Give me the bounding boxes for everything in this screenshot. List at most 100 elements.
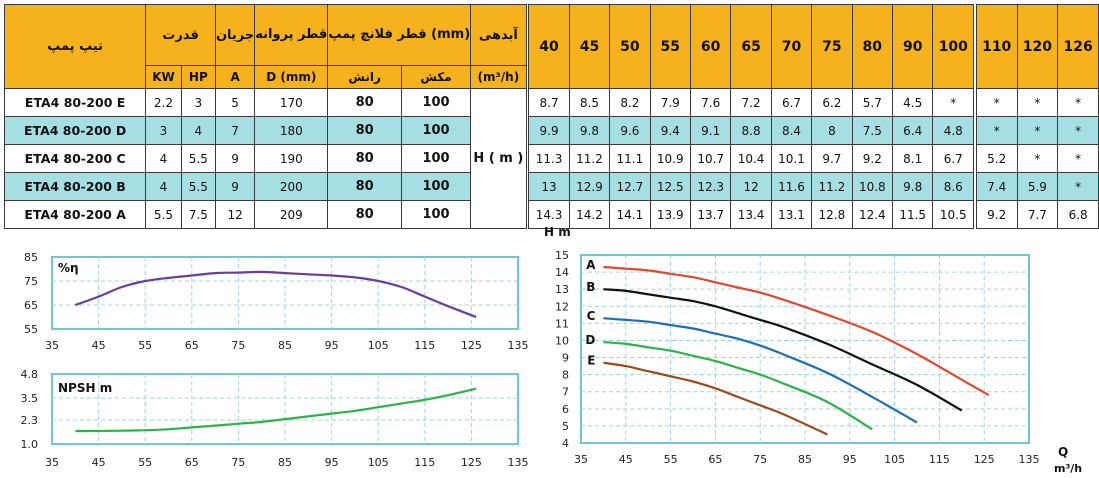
x-tick-label: 35 — [45, 339, 59, 352]
discharge-cell: 80 — [327, 116, 402, 145]
x-tick-label: 55 — [664, 453, 678, 466]
subheader-a: A — [214, 65, 256, 89]
model-cell: ETA4 80-200 A — [3, 200, 147, 229]
x-tick-label: 115 — [414, 339, 435, 352]
y-tick-label: 85 — [24, 251, 38, 264]
discharge-cell: 80 — [327, 172, 402, 201]
subheader-hp: HP — [180, 65, 216, 89]
y-tick-label: 55 — [24, 323, 38, 336]
current-cell: 9 — [214, 172, 256, 201]
flow-header: 50 — [609, 4, 651, 89]
head-value: 9.8 — [568, 116, 611, 145]
flow-header: 60 — [689, 4, 732, 89]
x-tick-label: 115 — [929, 453, 950, 466]
y-tick-label: 1.0 — [21, 438, 39, 451]
head-value: 6.8 — [1057, 200, 1099, 229]
kw-cell: 5.5 — [145, 200, 182, 229]
head-value: 9.1 — [689, 116, 732, 145]
head-value: 13.7 — [689, 200, 732, 229]
head-value: 10.7 — [689, 144, 732, 173]
suction-cell: 100 — [400, 88, 472, 117]
head-value: * — [1016, 144, 1059, 173]
header-impeller: قطر پروانه — [254, 4, 329, 66]
y-tick-label: 2.3 — [21, 414, 39, 427]
x-tick-label: 45 — [92, 456, 106, 469]
chart-title: NPSH m — [58, 381, 112, 395]
head-value: * — [932, 88, 975, 117]
head-value: 8.8 — [730, 116, 772, 145]
head-value: 12.4 — [851, 200, 894, 229]
head-value: * — [975, 116, 1018, 145]
table-body: ETA4 80-200 E 2.2 3 5 170 80 100 H ( m ) 8.7 8.5 8… — [3, 88, 1099, 229]
head-value: 4.8 — [932, 116, 975, 145]
head-value: 8.2 — [609, 88, 651, 117]
subheader-flow-unit: (m³/h) — [470, 65, 527, 89]
head-value: 6.7 — [770, 88, 813, 117]
y-tick-label: 8 — [562, 369, 569, 382]
y-tick-label: 13 — [555, 283, 569, 296]
head-value: 13.9 — [649, 200, 691, 229]
head-value: 8.6 — [932, 172, 975, 201]
head-value: 11.6 — [770, 172, 813, 201]
head-value: 11.1 — [609, 144, 651, 173]
head-value: * — [975, 88, 1018, 117]
table-row: ETA4 80-200 A 5.5 7.5 12 209 80 100 14.3 14.2 14.… — [3, 200, 1099, 229]
x-tick-label: 45 — [619, 453, 633, 466]
head-value: 9.8 — [891, 172, 934, 201]
head-value: 13 — [528, 172, 570, 201]
x-axis-unit: m³/h — [1054, 462, 1082, 475]
flow-header: 40 — [528, 4, 570, 89]
head-value: 8.1 — [891, 144, 934, 173]
impeller-cell: 180 — [254, 116, 329, 145]
x-tick-label: 55 — [138, 339, 152, 352]
current-cell: 12 — [214, 200, 256, 229]
table-row: ETA4 80-200 D 3 4 7 180 80 100 9.9 9.8 9.6 9.4 9.1 8… — [3, 116, 1099, 145]
x-tick-label: 85 — [278, 456, 292, 469]
head-value: 9.9 — [528, 116, 570, 145]
header-model: تیپ پمپ — [3, 4, 147, 89]
kw-cell: 3 — [145, 116, 182, 145]
current-cell: 7 — [214, 116, 256, 145]
y-tick-label: 14 — [555, 266, 569, 279]
head-value: 12.7 — [609, 172, 651, 201]
discharge-cell: 80 — [327, 88, 402, 117]
head-value: 9.6 — [609, 116, 651, 145]
head-value: * — [1016, 116, 1059, 145]
x-tick-label: 65 — [185, 456, 199, 469]
y-tick-label: 4.8 — [21, 368, 39, 381]
x-axis-label-q: Q — [1058, 445, 1068, 459]
y-tick-label: 6 — [562, 403, 569, 416]
hp-cell: 7.5 — [180, 200, 216, 229]
x-tick-label: 135 — [508, 456, 529, 469]
head-value: 12.5 — [649, 172, 691, 201]
x-tick-label: 45 — [92, 339, 106, 352]
suction-cell: 100 — [400, 172, 472, 201]
x-tick-label: 135 — [1019, 453, 1040, 466]
series-line — [603, 361, 828, 436]
series-label: A — [586, 258, 596, 272]
head-value: 7.2 — [730, 88, 772, 117]
x-tick-label: 95 — [325, 339, 339, 352]
head-value: 13.1 — [770, 200, 813, 229]
head-label: H ( m ) — [470, 88, 527, 229]
impeller-cell: 209 — [254, 200, 329, 229]
table-row: ETA4 80-200 E 2.2 3 5 170 80 100 H ( m ) 8.7 8.5 8… — [3, 88, 1099, 229]
flow-header: 70 — [770, 4, 813, 89]
series-line — [603, 265, 990, 397]
discharge-cell: 80 — [327, 200, 402, 229]
x-tick-label: 35 — [45, 456, 59, 469]
head-value: 7.9 — [649, 88, 691, 117]
head-value: 10.8 — [851, 172, 894, 201]
series-line — [74, 270, 477, 319]
y-tick-label: 12 — [555, 300, 569, 313]
head-value: * — [1057, 172, 1099, 201]
head-value: 8.7 — [528, 88, 570, 117]
series-line — [603, 341, 873, 431]
hp-cell: 4 — [180, 116, 216, 145]
header-flange: قطر فلانچ پمپ (mm) — [327, 4, 472, 66]
head-value: 12.8 — [811, 200, 853, 229]
y-axis-label: H m — [544, 225, 571, 239]
y-tick-label: 4 — [562, 437, 569, 450]
header-power: قدرت — [145, 4, 216, 66]
head-value: 10.5 — [932, 200, 975, 229]
